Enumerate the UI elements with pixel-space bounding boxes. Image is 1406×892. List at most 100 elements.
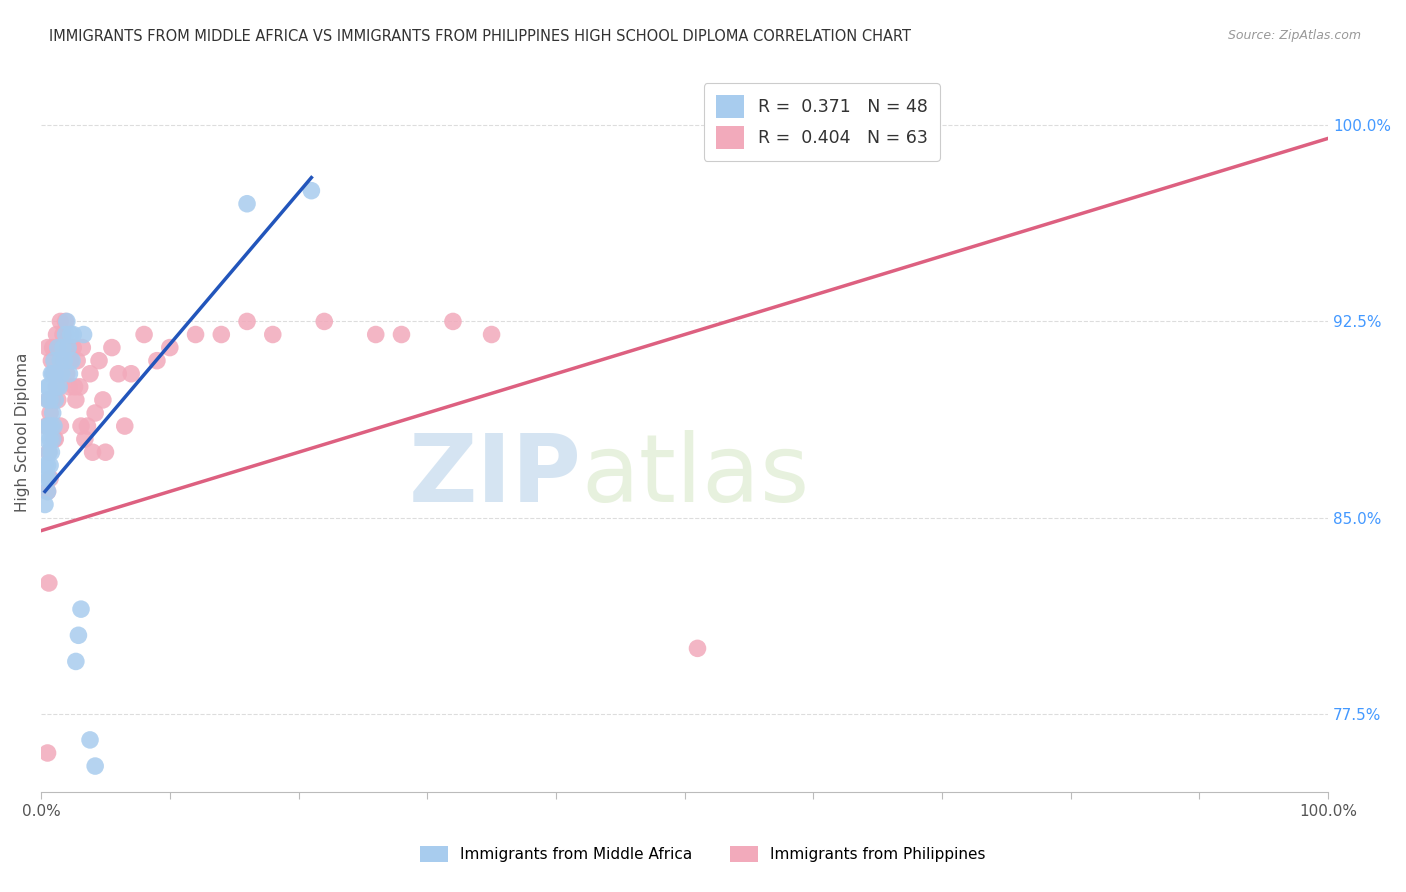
Point <box>62 327 84 342</box>
Point <box>60 353 83 368</box>
Point <box>45 380 67 394</box>
Point <box>120 367 142 381</box>
Point <box>42 432 65 446</box>
Point <box>76 419 98 434</box>
Point <box>42 353 65 368</box>
Point <box>91 392 114 407</box>
Point <box>69 380 91 394</box>
Point <box>299 184 322 198</box>
Text: atlas: atlas <box>582 430 810 522</box>
Point <box>38 471 60 485</box>
Point <box>51 367 73 381</box>
Point <box>34 458 56 473</box>
Point <box>49 353 72 368</box>
Point <box>55 327 77 342</box>
Point <box>364 327 387 342</box>
Point <box>63 380 86 394</box>
Point <box>41 367 63 381</box>
Point <box>53 341 76 355</box>
Point <box>41 353 63 368</box>
Point <box>184 327 207 342</box>
Point <box>87 353 110 368</box>
Point <box>114 419 136 434</box>
Point <box>46 341 69 355</box>
Point <box>56 341 79 355</box>
Point <box>38 445 60 459</box>
Point <box>42 419 65 434</box>
Point <box>314 314 336 328</box>
Point <box>56 314 79 328</box>
Point <box>44 367 66 381</box>
Point <box>44 432 66 446</box>
Point <box>41 367 63 381</box>
Text: Source: ZipAtlas.com: Source: ZipAtlas.com <box>1227 29 1361 42</box>
Point <box>79 732 101 747</box>
Point <box>39 406 62 420</box>
Point <box>391 327 413 342</box>
Point <box>45 380 67 394</box>
Point <box>34 498 56 512</box>
Point <box>52 341 75 355</box>
Point <box>82 445 104 459</box>
Point <box>41 392 63 407</box>
Point <box>67 628 90 642</box>
Point <box>44 367 66 381</box>
Point <box>84 406 107 420</box>
Point <box>58 367 80 381</box>
Point <box>72 341 94 355</box>
Legend: R =  0.371   N = 48, R =  0.404   N = 63: R = 0.371 N = 48, R = 0.404 N = 63 <box>704 83 939 161</box>
Point <box>132 327 155 342</box>
Point <box>38 380 60 394</box>
Point <box>101 341 124 355</box>
Point <box>59 327 82 342</box>
Point <box>35 419 58 434</box>
Point <box>39 432 62 446</box>
Point <box>41 406 63 420</box>
Point <box>49 419 72 434</box>
Legend: Immigrants from Middle Africa, Immigrants from Philippines: Immigrants from Middle Africa, Immigrant… <box>415 840 991 868</box>
Point <box>37 419 59 434</box>
Point <box>84 759 107 773</box>
Point <box>146 353 169 368</box>
Point <box>236 314 259 328</box>
Y-axis label: High School Diploma: High School Diploma <box>15 353 30 512</box>
Point <box>45 327 67 342</box>
Point <box>441 314 464 328</box>
Point <box>39 392 62 407</box>
Point <box>65 392 87 407</box>
Point <box>41 445 63 459</box>
Point <box>107 367 129 381</box>
Point <box>70 419 93 434</box>
Point <box>73 432 96 446</box>
Point <box>59 353 82 368</box>
Point <box>35 432 58 446</box>
Point <box>70 602 93 616</box>
Point <box>46 341 69 355</box>
Point <box>37 380 59 394</box>
Point <box>38 392 60 407</box>
Point <box>686 641 709 656</box>
Point <box>42 367 65 381</box>
Point <box>53 353 76 368</box>
Point <box>37 392 59 407</box>
Point <box>159 341 181 355</box>
Text: IMMIGRANTS FROM MIDDLE AFRICA VS IMMIGRANTS FROM PHILIPPINES HIGH SCHOOL DIPLOMA: IMMIGRANTS FROM MIDDLE AFRICA VS IMMIGRA… <box>49 29 911 44</box>
Point <box>51 353 73 368</box>
Point <box>79 367 101 381</box>
Point <box>236 196 259 211</box>
Point <box>37 484 59 499</box>
Point <box>39 458 62 473</box>
Point <box>35 471 58 485</box>
Point <box>94 445 117 459</box>
Point <box>72 327 94 342</box>
Text: ZIP: ZIP <box>409 430 582 522</box>
Point <box>55 314 77 328</box>
Point <box>56 341 79 355</box>
Point <box>56 367 79 381</box>
Point <box>49 314 72 328</box>
Point <box>66 353 89 368</box>
Point <box>48 380 70 394</box>
Point <box>65 655 87 669</box>
Point <box>52 327 75 342</box>
Point <box>41 419 63 434</box>
